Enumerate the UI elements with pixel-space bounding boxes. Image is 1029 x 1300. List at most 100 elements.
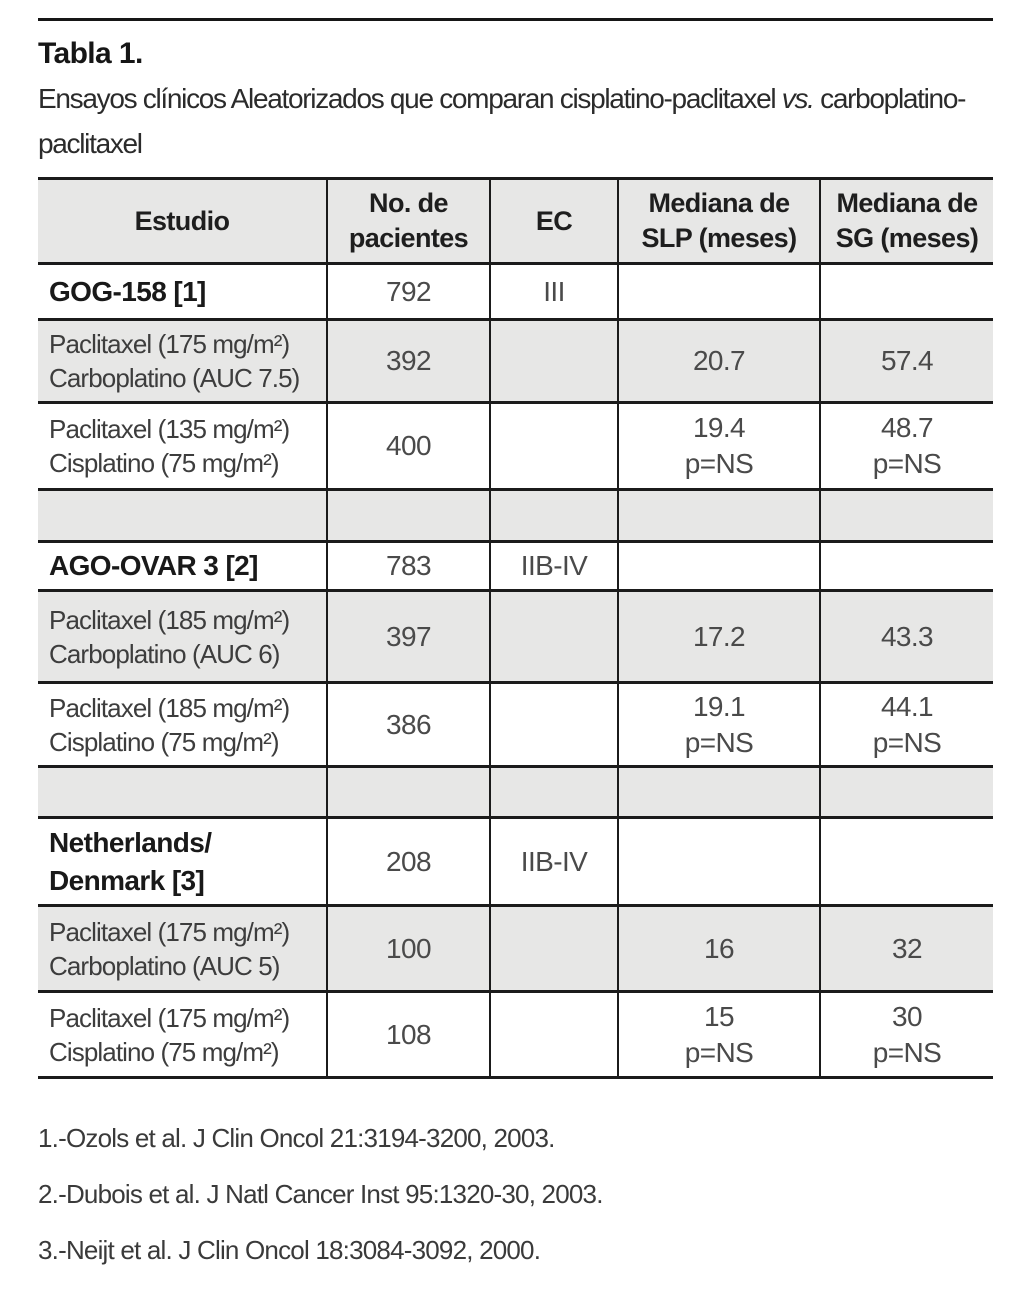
top-rule-divider	[38, 18, 993, 21]
study-cell: Paclitaxel (175 mg/m²) Cisplatino (75 mg…	[38, 990, 328, 1079]
header-line: Mediana de	[648, 188, 790, 218]
col-header-pacientes: No. de pacientes	[327, 177, 491, 265]
table-row-ago-carboplatino-arm: Paclitaxel (185 mg/m²) Carboplatino (AUC…	[38, 589, 993, 684]
slp-pvalue: p=NS	[684, 1036, 754, 1068]
study-cell: Paclitaxel (175 mg/m²) Carboplatino (AUC…	[38, 904, 328, 993]
study-line: AGO-OVAR 3 [2]	[49, 550, 258, 581]
patients-cell: 783	[327, 540, 491, 592]
table-row-neth-carboplatino-arm: Paclitaxel (175 mg/m²) Carboplatino (AUC…	[38, 904, 993, 993]
study-cell: Paclitaxel (185 mg/m²) Carboplatino (AUC…	[38, 589, 328, 684]
patients-cell: 100	[327, 904, 491, 993]
study-line: Paclitaxel (135 mg/m²)	[49, 414, 290, 444]
slp-cell: 19.4 p=NS	[618, 401, 821, 491]
footnote-reference-2: 2.-Dubois et al. J Natl Cancer Inst 95:1…	[38, 1179, 603, 1209]
patients-cell: 397	[327, 589, 491, 684]
ec-cell	[490, 990, 619, 1079]
study-line: Paclitaxel (185 mg/m²)	[49, 604, 290, 635]
table-row-neth-cisplatino-arm: Paclitaxel (175 mg/m²) Cisplatino (75 mg…	[38, 990, 993, 1079]
table-row-netherlands-denmark: Netherlands/ Denmark [3] 208 IIB-IV	[38, 816, 993, 907]
table-row-ago-cisplatino-arm: Paclitaxel (185 mg/m²) Cisplatino (75 mg…	[38, 681, 993, 768]
header-row: Estudio No. de pacientes EC Mediana de S…	[38, 177, 993, 265]
slp-cell: 15 p=NS	[618, 990, 821, 1079]
spacer-row	[38, 488, 993, 543]
document-page: Tabla 1. Ensayos clínicos Aleatorizados …	[38, 18, 993, 1265]
sg-pvalue: p=NS	[872, 448, 942, 479]
patients-cell: 792	[327, 262, 491, 321]
table-row-ago-ovar-3: AGO-OVAR 3 [2] 783 IIB-IV	[38, 540, 993, 592]
footnote-reference-1: 1.-Ozols et al. J Clin Oncol 21:3194-320…	[38, 1123, 555, 1153]
ec-cell: III	[490, 262, 619, 321]
slp-pvalue: p=NS	[684, 448, 754, 479]
spacer-cell	[618, 488, 821, 543]
table-row-gog-158: GOG-158 [1] 792 III	[38, 262, 993, 321]
sg-cell	[820, 262, 993, 321]
sg-cell	[820, 540, 993, 592]
subtitle-vs-italic: vs.	[781, 83, 815, 114]
sg-cell: 48.7 p=NS	[820, 401, 993, 491]
sg-value: 57.4	[880, 345, 934, 376]
spacer-cell	[820, 488, 993, 543]
patients-cell: 400	[327, 401, 491, 491]
header-line: SLP (meses)	[641, 223, 798, 253]
study-line: Carboplatino (AUC 6)	[49, 638, 280, 669]
subtitle-text-pre: Ensayos clínicos Aleatorizados que compa…	[38, 83, 782, 114]
spacer-cell	[38, 765, 328, 819]
spacer-row	[38, 765, 993, 819]
study-line: Cisplatino (75 mg/m²)	[49, 448, 280, 478]
sg-cell	[820, 816, 993, 907]
subtitle-text-post: carboplatino-	[813, 83, 966, 114]
study-line: Paclitaxel (175 mg/m²)	[49, 1002, 290, 1033]
header-line: Mediana de	[836, 188, 978, 218]
patients-cell: 386	[327, 681, 491, 768]
study-line: Denmark [3]	[49, 864, 205, 896]
study-cell: GOG-158 [1]	[38, 262, 328, 321]
patients-cell: 392	[327, 318, 491, 404]
ec-cell: IIB-IV	[490, 816, 619, 907]
study-line: Paclitaxel (175 mg/m²)	[49, 329, 290, 359]
header-line: pacientes	[348, 223, 469, 253]
ec-cell	[490, 589, 619, 684]
ec-cell	[490, 401, 619, 491]
study-cell: Paclitaxel (185 mg/m²) Cisplatino (75 mg…	[38, 681, 328, 768]
study-line: Carboplatino (AUC 5)	[49, 950, 280, 981]
table-title: Tabla 1.	[38, 37, 143, 70]
sg-cell: 57.4	[820, 318, 993, 404]
study-line: Paclitaxel (175 mg/m²)	[49, 916, 290, 947]
slp-value: 16	[704, 932, 735, 964]
sg-value: 32	[892, 932, 923, 964]
sg-value: 44.1	[880, 690, 934, 722]
study-line: Netherlands/	[49, 826, 212, 858]
study-cell: Paclitaxel (175 mg/m²) Carboplatino (AUC…	[38, 318, 328, 404]
spacer-cell	[327, 488, 491, 543]
study-cell: Paclitaxel (135 mg/m²) Cisplatino (75 mg…	[38, 401, 328, 491]
study-line: Cisplatino (75 mg/m²)	[49, 726, 280, 757]
clinical-trials-table: Estudio No. de pacientes EC Mediana de S…	[38, 177, 993, 1079]
slp-cell: 20.7	[618, 318, 821, 404]
ec-cell: IIB-IV	[490, 540, 619, 592]
patients-cell: 108	[327, 990, 491, 1079]
slp-pvalue: p=NS	[684, 726, 754, 758]
header-line: SG (meses)	[835, 223, 979, 253]
sg-pvalue: p=NS	[872, 1036, 942, 1068]
table-row-gog-cisplatino-arm: Paclitaxel (135 mg/m²) Cisplatino (75 mg…	[38, 401, 993, 491]
sg-pvalue: p=NS	[872, 726, 942, 758]
spacer-cell	[820, 765, 993, 819]
patients-cell: 208	[327, 816, 491, 907]
ec-cell	[490, 904, 619, 993]
table-row-gog-carboplatino-arm: Paclitaxel (175 mg/m²) Carboplatino (AUC…	[38, 318, 993, 404]
slp-cell	[618, 540, 821, 592]
col-header-sg: Mediana de SG (meses)	[820, 177, 993, 265]
slp-cell	[618, 262, 821, 321]
spacer-cell	[38, 488, 328, 543]
ec-cell	[490, 681, 619, 768]
study-cell: Netherlands/ Denmark [3]	[38, 816, 328, 907]
slp-value: 20.7	[692, 345, 746, 376]
sg-cell: 43.3	[820, 589, 993, 684]
study-line: Cisplatino (75 mg/m²)	[49, 1036, 280, 1067]
sg-cell: 44.1 p=NS	[820, 681, 993, 768]
spacer-cell	[327, 765, 491, 819]
header-line: No. de	[369, 188, 449, 218]
spacer-cell	[618, 765, 821, 819]
footnotes-section: 1.-Ozols et al. J Clin Oncol 21:3194-320…	[38, 1123, 993, 1265]
study-line: GOG-158 [1]	[49, 275, 206, 307]
